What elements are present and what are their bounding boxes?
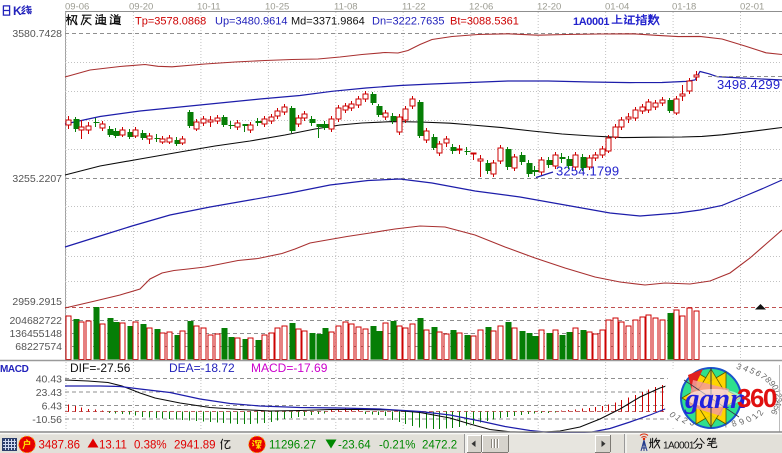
svg-text:1: 1 (772, 388, 782, 395)
svg-text:3255.2207: 3255.2207 (12, 173, 62, 185)
svg-text:11-08: 11-08 (334, 2, 358, 13)
svg-text:12-06: 12-06 (469, 2, 493, 13)
svg-text:9: 9 (767, 379, 778, 388)
svg-text:K: K (13, 4, 22, 18)
svg-text:Dn=3222.7635: Dn=3222.7635 (372, 16, 444, 28)
svg-text:2472.2: 2472.2 (422, 440, 457, 452)
svg-text:136455148: 136455148 (9, 328, 62, 340)
svg-text:6: 6 (769, 408, 780, 416)
svg-text:12-20: 12-20 (537, 2, 561, 13)
svg-text:Tp=3578.0868: Tp=3578.0868 (135, 16, 206, 28)
svg-text:8: 8 (730, 418, 738, 429)
svg-text:3254.1799: 3254.1799 (556, 164, 619, 179)
svg-text:1A0001: 1A0001 (573, 16, 609, 28)
svg-text:6: 6 (753, 368, 763, 379)
svg-text:-0.21%: -0.21% (379, 440, 415, 452)
svg-text:Bt=3088.5361: Bt=3088.5361 (450, 16, 519, 28)
svg-text:4: 4 (741, 363, 750, 374)
svg-text:4: 4 (773, 401, 782, 407)
svg-text:-10.56: -10.56 (32, 414, 62, 426)
svg-text:0.38%: 0.38% (134, 440, 167, 452)
svg-text:2: 2 (773, 393, 782, 399)
svg-text:13.11: 13.11 (99, 440, 127, 452)
svg-text:09-06: 09-06 (65, 2, 89, 13)
svg-text:11-22: 11-22 (402, 2, 426, 13)
svg-text:0: 0 (744, 414, 754, 425)
svg-text:02-01: 02-01 (740, 2, 764, 13)
svg-text:1: 1 (750, 411, 761, 421)
svg-text:09-20: 09-20 (129, 2, 153, 13)
svg-text:DIF=-27.56: DIF=-27.56 (70, 361, 131, 375)
svg-text:2959.2915: 2959.2915 (12, 296, 62, 308)
svg-text:3498.4299: 3498.4299 (717, 77, 780, 92)
svg-text:2941.89: 2941.89 (174, 440, 216, 452)
svg-text:5: 5 (748, 365, 758, 376)
svg-text:360: 360 (737, 383, 777, 413)
svg-text:Md=3371.9864: Md=3371.9864 (291, 16, 365, 28)
svg-text:01-04: 01-04 (605, 2, 629, 13)
svg-text:23.43: 23.43 (36, 387, 62, 399)
svg-text:11296.27: 11296.27 (269, 440, 316, 452)
svg-text:9: 9 (737, 416, 746, 427)
svg-text:10-11: 10-11 (197, 2, 221, 13)
svg-text:3: 3 (735, 361, 743, 372)
svg-text:3: 3 (774, 397, 782, 402)
svg-text:3487.86: 3487.86 (39, 440, 81, 452)
svg-text:3580.7428: 3580.7428 (12, 28, 62, 40)
svg-text:gann: gann (684, 383, 746, 415)
svg-text:MACD=-17.69: MACD=-17.69 (251, 361, 328, 375)
svg-text:0: 0 (667, 410, 678, 420)
svg-text:68227574: 68227574 (15, 341, 62, 353)
svg-text:6.43: 6.43 (42, 401, 63, 413)
svg-text:7: 7 (758, 371, 769, 381)
svg-text:40.43: 40.43 (36, 374, 62, 386)
svg-text:204682722: 204682722 (9, 315, 62, 327)
svg-text:MACD: MACD (0, 364, 29, 375)
svg-text:Up=3480.9614: Up=3480.9614 (215, 16, 287, 28)
svg-text:5: 5 (771, 404, 782, 411)
svg-text:2: 2 (754, 408, 765, 418)
svg-text:-23.64: -23.64 (338, 440, 371, 452)
svg-text:10-25: 10-25 (265, 2, 289, 13)
svg-text:DEA=-18.72: DEA=-18.72 (169, 361, 235, 375)
svg-text:0: 0 (770, 383, 781, 391)
svg-text:2: 2 (680, 415, 690, 426)
svg-text:8: 8 (763, 375, 774, 385)
svg-text:1A0001: 1A0001 (663, 441, 695, 452)
svg-text:1: 1 (673, 413, 684, 424)
svg-text:01-18: 01-18 (672, 2, 696, 13)
